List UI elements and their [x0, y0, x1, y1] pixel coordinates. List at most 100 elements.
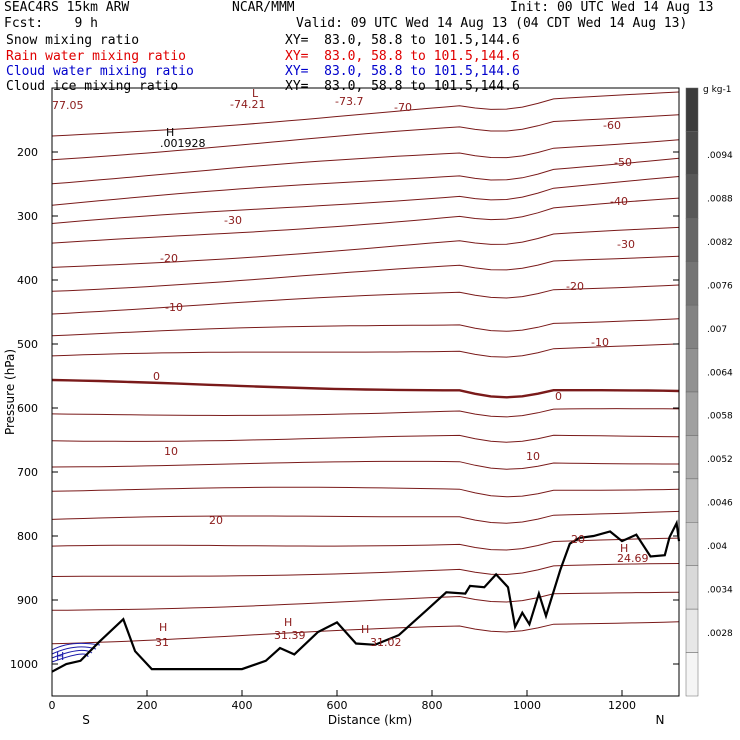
- y-tick-label: 1000: [10, 658, 38, 671]
- y-tick-label: 400: [17, 274, 38, 287]
- valid-time: Valid: 09 UTC Wed 14 Aug 13 (04 CDT Wed …: [296, 16, 688, 31]
- contour-label: -74.21: [230, 98, 265, 111]
- contour-line: [51, 563, 680, 577]
- cloud-water-line: [51, 642, 101, 651]
- colorbar-swatch: [685, 608, 699, 653]
- extremum-mark: H: [56, 650, 64, 663]
- y-tick-label: 600: [17, 402, 38, 415]
- extremum-mark: H: [284, 616, 292, 629]
- contour-label: 31.39: [274, 629, 306, 642]
- contour-label: 20: [209, 514, 223, 527]
- field-cloudice-xy: XY= 83.0, 58.8 to 101.5,144.6: [285, 79, 520, 94]
- init-time: Init: 00 UTC Wed 14 Aug 13: [510, 0, 714, 15]
- y-tick-label: 500: [17, 338, 38, 351]
- colorbar: .0094 .0088 .0082 .0076 .007 .0064 .0058 .0052.…: [685, 87, 733, 697]
- north-end-label: N: [656, 713, 665, 727]
- contour-line: [51, 408, 680, 418]
- field-cloudwater-xy: XY= 83.0, 58.8 to 101.5,144.6: [285, 64, 520, 79]
- colorbar-swatch: [685, 435, 699, 480]
- x-axis-label: Distance (km): [328, 713, 412, 727]
- contour-line: [51, 378, 680, 399]
- contour-line: [51, 197, 680, 244]
- colorbar-label: .0064: [707, 368, 733, 378]
- org-name: NCAR/MMM: [232, 0, 295, 15]
- x-tick-label: 1200: [608, 699, 636, 712]
- terrain-line: [51, 519, 681, 673]
- x-axis: 0 200 400 600 800 1000 1200: [49, 690, 636, 712]
- colorbar-swatch: [685, 522, 699, 566]
- y-axis: 200 300 400 500 600 700 800 900 1000: [10, 146, 679, 671]
- colorbar-swatch: [685, 87, 699, 132]
- contour-line: [51, 318, 680, 337]
- contour-line: [51, 591, 680, 611]
- colorbar-swatch: [685, 131, 699, 176]
- contour-line: [51, 91, 680, 137]
- colorbar-label: .0058: [707, 412, 733, 422]
- colorbar-label: .004: [707, 542, 727, 552]
- colorbar-swatch: [685, 652, 699, 697]
- colorbar-swatch: [685, 304, 699, 349]
- x-tick-label: 200: [137, 699, 158, 712]
- field-cloudwater-name: Cloud water mixing ratio: [6, 64, 194, 79]
- contour-label: -73.7: [335, 95, 363, 108]
- contour-line: [51, 114, 680, 161]
- y-tick-label: 700: [17, 466, 38, 479]
- plot-frame: [51, 87, 680, 697]
- contour-line: [51, 343, 680, 358]
- contour-line: [51, 176, 680, 224]
- y-tick-label: 200: [17, 146, 38, 159]
- contour-line: [51, 460, 679, 470]
- x-tick-label: 1000: [513, 699, 541, 712]
- contour-label: -30: [617, 238, 635, 251]
- colorbar-swatch: [685, 565, 699, 610]
- colorbar-label: .0088: [707, 195, 733, 205]
- contour-label: 77.05: [52, 99, 84, 112]
- field-rain-xy: XY= 83.0, 58.8 to 101.5,144.6: [285, 49, 520, 64]
- x-tick-label: 600: [327, 699, 348, 712]
- model-name: SEAC4RS 15km ARW: [4, 0, 130, 15]
- contour-label: -50: [614, 156, 632, 169]
- colorbar-label: .0028: [707, 629, 733, 639]
- contour-line: [51, 621, 680, 645]
- colorbar-swatch: [685, 348, 699, 393]
- field-snow-name: Snow mixing ratio: [6, 33, 140, 48]
- extremum-mark: H: [361, 623, 369, 636]
- contour-label: 24.69: [617, 552, 649, 565]
- colorbar-unit: g kg-1: [703, 85, 731, 95]
- contour-line: [51, 510, 680, 524]
- contour-line: [51, 284, 680, 315]
- contour-label: -20: [566, 280, 584, 293]
- extremum-mark: L: [252, 87, 259, 100]
- y-axis-label: Pressure (hPa): [3, 349, 17, 435]
- contour-line: [51, 157, 680, 206]
- field-snow-xy: XY= 83.0, 58.8 to 101.5,144.6: [285, 33, 520, 48]
- colorbar-label: .0046: [707, 499, 733, 509]
- contour-label: -30: [224, 214, 242, 227]
- extremum-mark: H: [159, 621, 167, 634]
- colorbar-swatch: [685, 218, 699, 262]
- colorbar-label: .0094: [707, 151, 733, 161]
- y-tick-label: 900: [17, 594, 38, 607]
- colorbar-swatch: [685, 391, 699, 436]
- cloud-water-line: [51, 653, 89, 663]
- contour-label: -20: [160, 252, 178, 265]
- contour-line: [51, 434, 680, 443]
- colorbar-label: .0034: [707, 585, 733, 595]
- contour-label: 31: [155, 636, 169, 649]
- extremum-mark: H: [620, 542, 628, 555]
- colorbar-swatch: [685, 174, 699, 219]
- field-cloudice-name: Cloud ice mixing ratio: [6, 79, 179, 94]
- colorbar-label: .0076: [707, 281, 733, 291]
- contour-labels: -70 -60 -50 -40 -30 -30 -20 -20 -10 -10 0 0 10 10 20 20…: [52, 95, 649, 649]
- contour-label: -40: [610, 195, 628, 208]
- y-tick-label: 800: [17, 530, 38, 543]
- extremum-value: .001928: [160, 137, 206, 150]
- south-end-label: S: [82, 713, 90, 727]
- y-tick-label: 300: [17, 210, 38, 223]
- contour-line: [51, 139, 680, 185]
- colorbar-swatch: [685, 261, 699, 306]
- contour-label: 31.02: [370, 636, 402, 649]
- x-tick-label: 800: [422, 699, 443, 712]
